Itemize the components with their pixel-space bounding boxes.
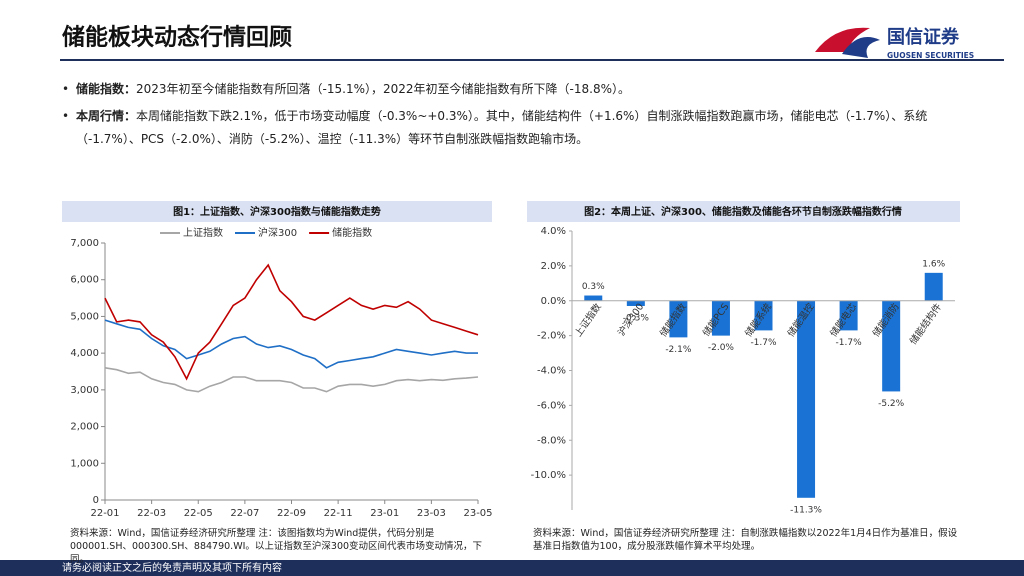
bullet: 储能指数：2023年初至今储能指数有所回落（-15.1%），2022年初至今储能… [62, 76, 976, 102]
slide-title: 储能板块动态行情回顾 [62, 24, 292, 51]
bullet-text: 本周储能指数下跌2.1%，低于市场变动幅度（-0.3%~+0.3%）。其中，储能… [76, 109, 928, 146]
bar [839, 300, 858, 331]
x-tick-label: 23-01 [370, 508, 399, 519]
x-tick-label: 22-01 [90, 508, 119, 519]
logo-en: GUOSEN SECURITIES [887, 51, 974, 60]
y-tick-label: 0.0% [541, 296, 566, 307]
bar [711, 300, 730, 336]
x-tick-label: 23-03 [417, 508, 446, 519]
y-tick-label: -6.0% [537, 400, 566, 411]
y-tick-label: 6,000 [70, 275, 99, 286]
value-label: -1.7% [836, 338, 863, 348]
value-label: -2.1% [665, 345, 692, 355]
y-tick-label: 3,000 [70, 385, 99, 396]
legend-label: 上证指数 [183, 226, 223, 239]
bullet: 本周行情：本周储能指数下跌2.1%，低于市场变动幅度（-0.3%~+0.3%）。… [62, 105, 976, 151]
series-line [104, 319, 478, 369]
bar [626, 300, 645, 306]
x-tick-label: 储能结构件 [907, 301, 944, 347]
bar [882, 300, 901, 392]
footer-bar [0, 560, 1024, 576]
value-label: -2.0% [708, 343, 735, 353]
y-tick-label: 0 [93, 495, 99, 506]
chart-source: 资料来源：Wind，国信证券经济研究所整理 注：自制涨跌幅指数以2022年1月4… [533, 528, 958, 552]
y-tick-label: 2.0% [541, 261, 566, 272]
y-tick-label: 5,000 [70, 311, 99, 322]
series-line [104, 367, 479, 393]
value-label: -5.2% [878, 399, 905, 409]
y-tick-label: 2,000 [70, 422, 99, 433]
logo-red [815, 27, 870, 52]
x-tick-label: 22-07 [230, 508, 259, 519]
chart-title: 图2：本周上证、沪深300、储能指数及储能各环节自制涨跌幅指数行情 [584, 205, 902, 218]
value-label: 0.3% [582, 282, 605, 292]
x-tick-label: 22-09 [277, 508, 306, 519]
y-tick-label: -2.0% [537, 331, 566, 342]
bullet-label: 本周行情： [76, 109, 137, 123]
bar [924, 272, 943, 301]
y-tick-label: -10.0% [531, 470, 566, 481]
x-tick-label: 22-03 [137, 508, 166, 519]
x-tick-label: 22-05 [184, 508, 213, 519]
logo-cn: 国信证券 [887, 26, 960, 48]
logo-blue [842, 37, 880, 58]
legend-label: 沪深300 [258, 226, 297, 239]
bar [754, 300, 773, 331]
chart-title-bar [62, 201, 492, 222]
x-tick-label: 23-05 [463, 508, 492, 519]
bar [584, 295, 603, 301]
y-tick-label: -8.0% [537, 435, 566, 446]
value-label: -0.3% [623, 313, 650, 323]
value-label: -11.3% [790, 505, 822, 515]
x-tick-label: 22-11 [324, 508, 353, 519]
y-tick-label: 7,000 [70, 238, 99, 249]
value-label: -1.7% [750, 338, 777, 348]
y-tick-label: 4,000 [70, 348, 99, 359]
series-line [104, 263, 479, 381]
x-tick-label: 上证指数 [572, 301, 604, 339]
value-label: 1.6% [922, 259, 945, 269]
footer-text: 请务必阅读正文之后的免责声明及其项下所有内容 [62, 561, 282, 574]
bar [797, 300, 816, 498]
y-tick-label: 4.0% [541, 226, 566, 237]
y-tick-label: -4.0% [537, 366, 566, 377]
legend-label: 储能指数 [332, 226, 372, 239]
chart-title-bar [527, 201, 960, 222]
y-tick-label: 1,000 [70, 458, 99, 469]
bar [669, 300, 688, 338]
chart-title: 图1：上证指数、沪深300指数与储能指数走势 [173, 205, 381, 218]
bullet-text: 2023年初至今储能指数有所回落（-15.1%），2022年初至今储能指数有所下… [136, 82, 630, 96]
bullet-label: 储能指数： [76, 82, 137, 96]
chart-source: 资料来源：Wind，国信证券经济研究所整理 注：该图指数均为Wind提供，代码分… [70, 528, 483, 565]
